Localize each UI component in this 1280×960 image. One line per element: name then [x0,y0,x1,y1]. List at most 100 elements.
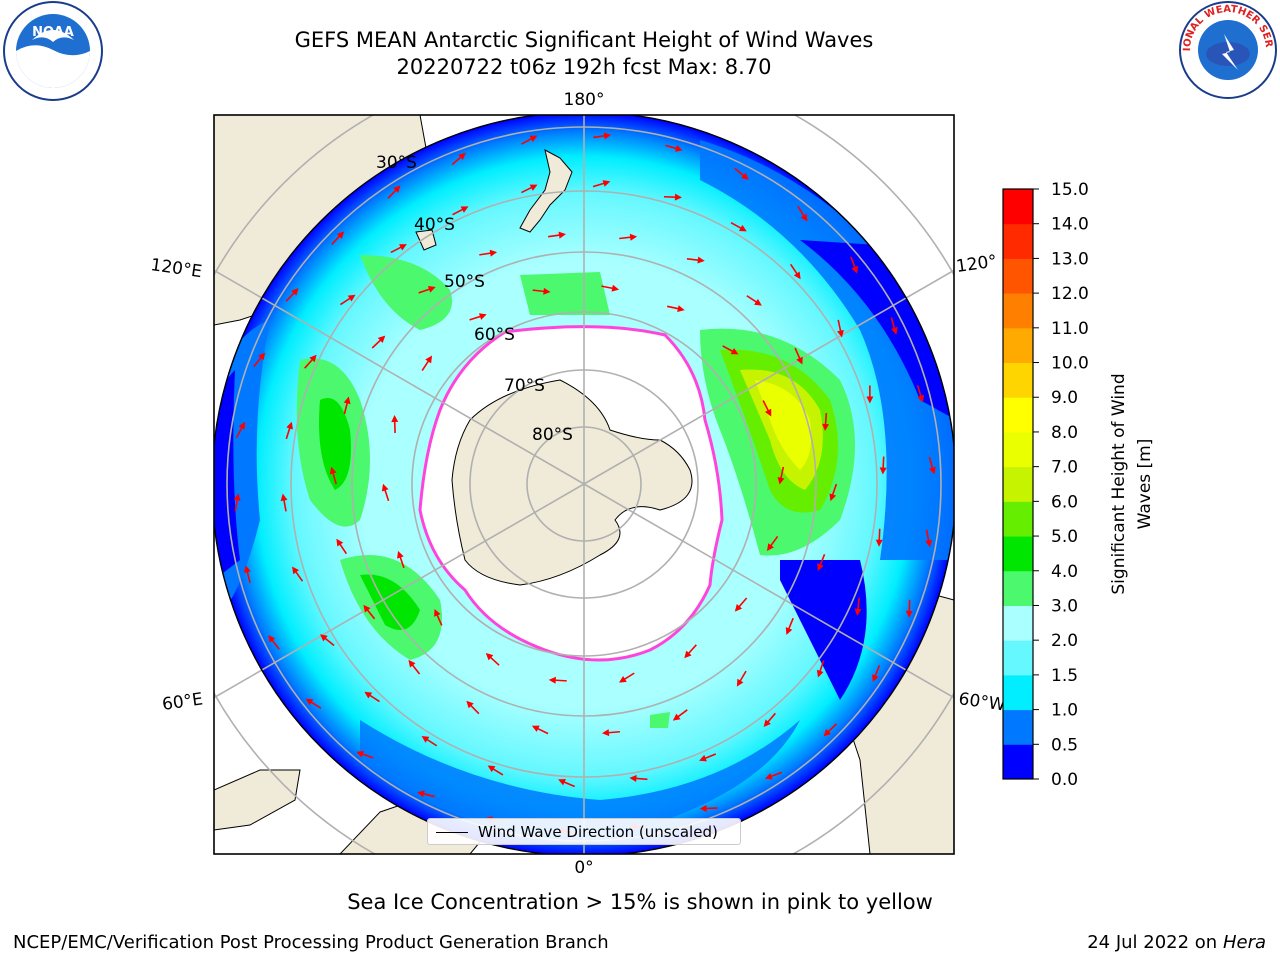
arrow-head [822,423,830,431]
colorbar-segment [1003,397,1033,433]
arrow-head [427,285,436,293]
arrow-head [244,565,251,573]
colorbar-segment [1003,674,1033,711]
arrow-head [697,256,705,264]
lon-label-0: 0° [574,858,593,878]
colorbar-ticks: 0.0 0.5 1.0 1.5 2.0 3.0 4.0 5.0 6.0 7.0 8.0 9.0 10.0… [1033,180,1089,790]
arrow-head [485,653,494,661]
arrow-head [851,265,859,274]
arrow-head [268,635,276,643]
arrow-head [489,249,498,257]
arrow-head [738,224,747,232]
arrow-head [309,354,317,363]
arrow-head [487,765,496,773]
colorbar-tick-label: 7.0 [1051,458,1078,478]
colorbar-tick-label: 6.0 [1051,492,1078,512]
noaa-logo: NOAA [3,1,103,101]
arrow-head [601,729,610,737]
map-title: GEFS MEAN Antarctic Significant Height o… [294,28,874,52]
arrow-head [408,659,416,668]
arrow-head [675,145,683,152]
colorbar-tick-label: 3.0 [1051,596,1078,616]
colorbar-segment [1003,744,1033,780]
arrow-head [434,608,441,617]
arrow-head [377,335,386,343]
colorbar-tick-label: 1.5 [1051,666,1078,686]
lat-label-70s: 70°S [504,376,545,396]
arrow-head [917,394,925,403]
arrow-head [816,669,824,678]
colorbar-segment [1003,640,1033,676]
arrow-head [421,736,430,743]
arrow-head [529,184,538,191]
arrow-head [336,538,344,547]
lon-label-120w: 120° [955,251,998,277]
arrow-head [925,539,933,548]
arrow-head [558,231,566,239]
arrow-head [529,135,538,142]
arrow-head [611,284,620,292]
arrow-head [393,185,401,193]
colorbar-tick-label: 15.0 [1051,180,1089,200]
footer-date-text: 24 Jul 2022 on [1087,932,1223,953]
arrow-head [305,698,314,706]
lat-label-80s: 80°S [532,425,573,445]
arrow-head [875,539,883,547]
arrow-head [891,327,898,335]
colorbar-segment [1003,501,1033,537]
colorbar-label-line1: Significant Height of Wind [1109,373,1129,594]
colorbar-segment [1003,327,1033,364]
colorbar-segment [1003,431,1033,468]
arrow-head [817,563,824,572]
colorbar-tick-label: 0.0 [1051,770,1078,790]
arrow-head [764,408,772,417]
nws-logo: NATIONAL WEATHER SERVICE [1178,0,1277,99]
arrow-head [764,772,773,780]
arrow-head [258,352,266,361]
arrow-head [754,298,762,306]
sea-ice-note: Sea Ice Concentration > 15% is shown in … [347,890,933,914]
colorbar-segment [1003,223,1033,259]
colorbar [1003,189,1033,780]
arrow-head [364,691,373,699]
arrow-head [763,719,771,727]
arrow-head [458,152,466,161]
colorbar-tick-label: 10.0 [1051,354,1089,374]
arrow-head [929,466,936,475]
arrow-head [417,790,425,798]
arrow-head [785,627,793,635]
svg-text:NOAA: NOAA [32,25,74,40]
arrow-head [478,313,487,320]
arrow-head [543,287,551,295]
arrow-head [793,271,801,280]
arrow-head [699,804,707,812]
colorbar-segment [1003,709,1033,745]
map-subtitle: 20220722 t06z 192h fcst Max: 8.70 [396,55,772,79]
arrow-head [381,483,389,492]
arrow-head [837,329,844,338]
arrow-head [800,213,808,222]
arrow-head [879,467,887,475]
colorbar-segment [1003,258,1033,294]
arrow-head [233,493,241,501]
arrow-head [618,675,627,683]
legend-line-sample [436,832,468,833]
footer-host: Hera [1222,932,1266,953]
new-zealand [519,149,573,233]
arrow-head [238,421,246,430]
colorbar-tick-label: 12.0 [1051,284,1089,304]
lat-label-40s: 40°S [414,215,455,235]
arrow-head [347,294,356,302]
arrow-head [672,713,681,721]
arrow-head [343,396,351,405]
arrow-head [796,356,803,365]
colorbar-tick-label: 4.0 [1051,562,1078,582]
map-legend: Wind Wave Direction (unscaled) [427,818,741,845]
arrow-head [603,132,612,140]
colorbar-tick-label: 0.5 [1051,735,1078,755]
colorbar-segment [1003,466,1033,502]
lat-label-30s: 30°S [376,153,417,173]
colorbar-tick-label: 9.0 [1051,388,1078,408]
arrow-head [460,206,469,213]
